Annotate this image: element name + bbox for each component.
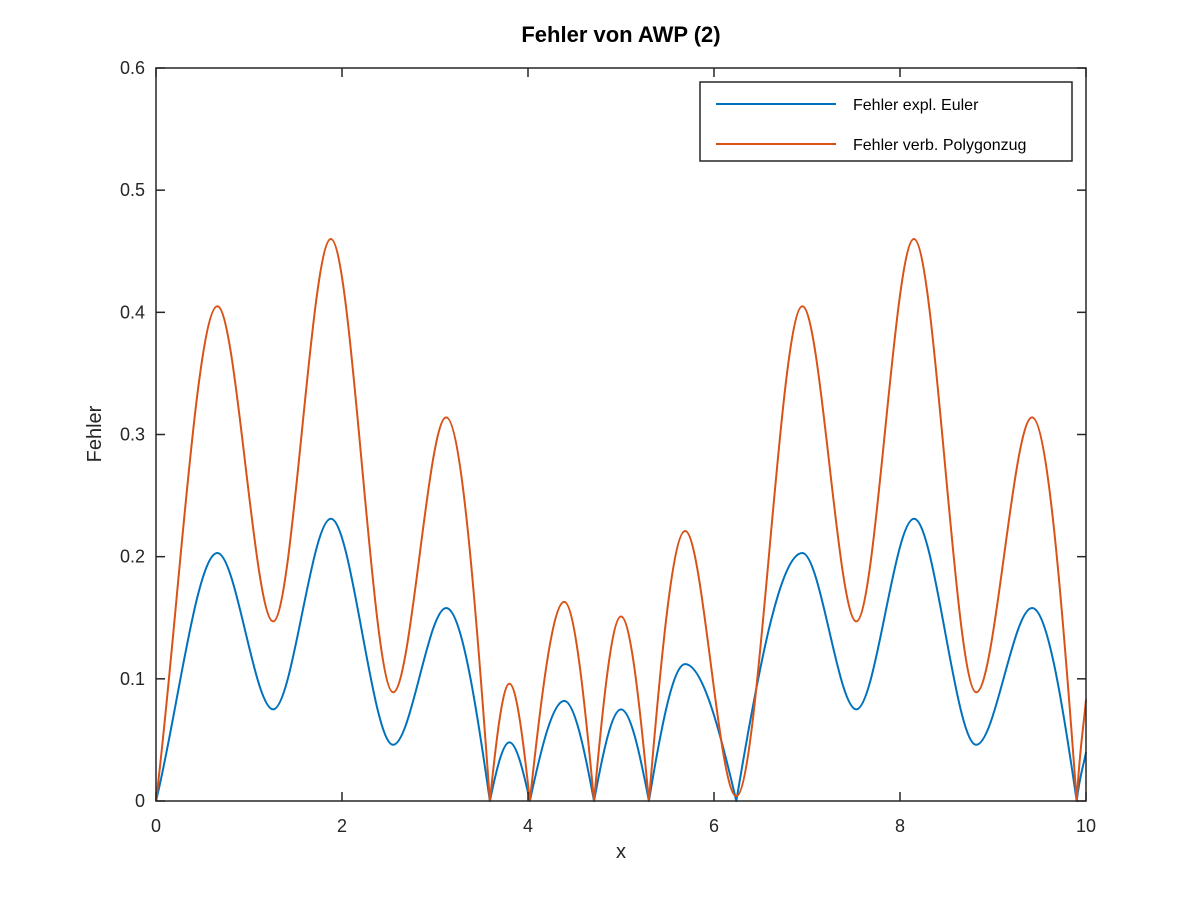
legend-label-euler: Fehler expl. Euler xyxy=(853,97,979,114)
y-tick-label: 0.4 xyxy=(120,302,145,322)
x-tick-label: 8 xyxy=(895,816,905,836)
y-tick-label: 0.3 xyxy=(120,425,145,445)
legend: Fehler expl. Euler Fehler verb. Polygonz… xyxy=(699,81,1073,162)
x-tick-label: 2 xyxy=(337,816,347,836)
y-tick-label: 0.1 xyxy=(120,669,145,689)
y-axis-label: Fehler xyxy=(84,405,106,462)
y-tick-label: 0.5 xyxy=(120,180,145,200)
chart-title: Fehler von AWP (2) xyxy=(521,22,720,47)
y-tick-label: 0.6 xyxy=(120,58,145,78)
x-tick-label: 0 xyxy=(151,816,161,836)
y-tick-label: 0 xyxy=(135,791,145,811)
legend-box xyxy=(699,81,1073,162)
y-tick-label: 0.2 xyxy=(120,547,145,567)
series-line-polygonzug xyxy=(155,238,1087,802)
series-line-euler xyxy=(155,517,1087,802)
x-tick-label: 6 xyxy=(709,816,719,836)
x-axis-label: x xyxy=(616,841,626,863)
plot-background xyxy=(156,68,1086,801)
x-tick-label: 4 xyxy=(523,816,533,836)
x-tick-label: 10 xyxy=(1076,816,1096,836)
legend-label-polygonzug: Fehler verb. Polygonzug xyxy=(853,137,1026,154)
